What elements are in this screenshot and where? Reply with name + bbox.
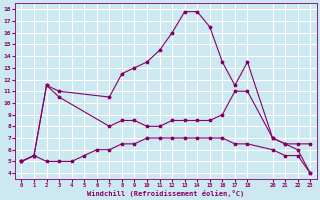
X-axis label: Windchill (Refroidissement éolien,°C): Windchill (Refroidissement éolien,°C): [87, 190, 244, 197]
